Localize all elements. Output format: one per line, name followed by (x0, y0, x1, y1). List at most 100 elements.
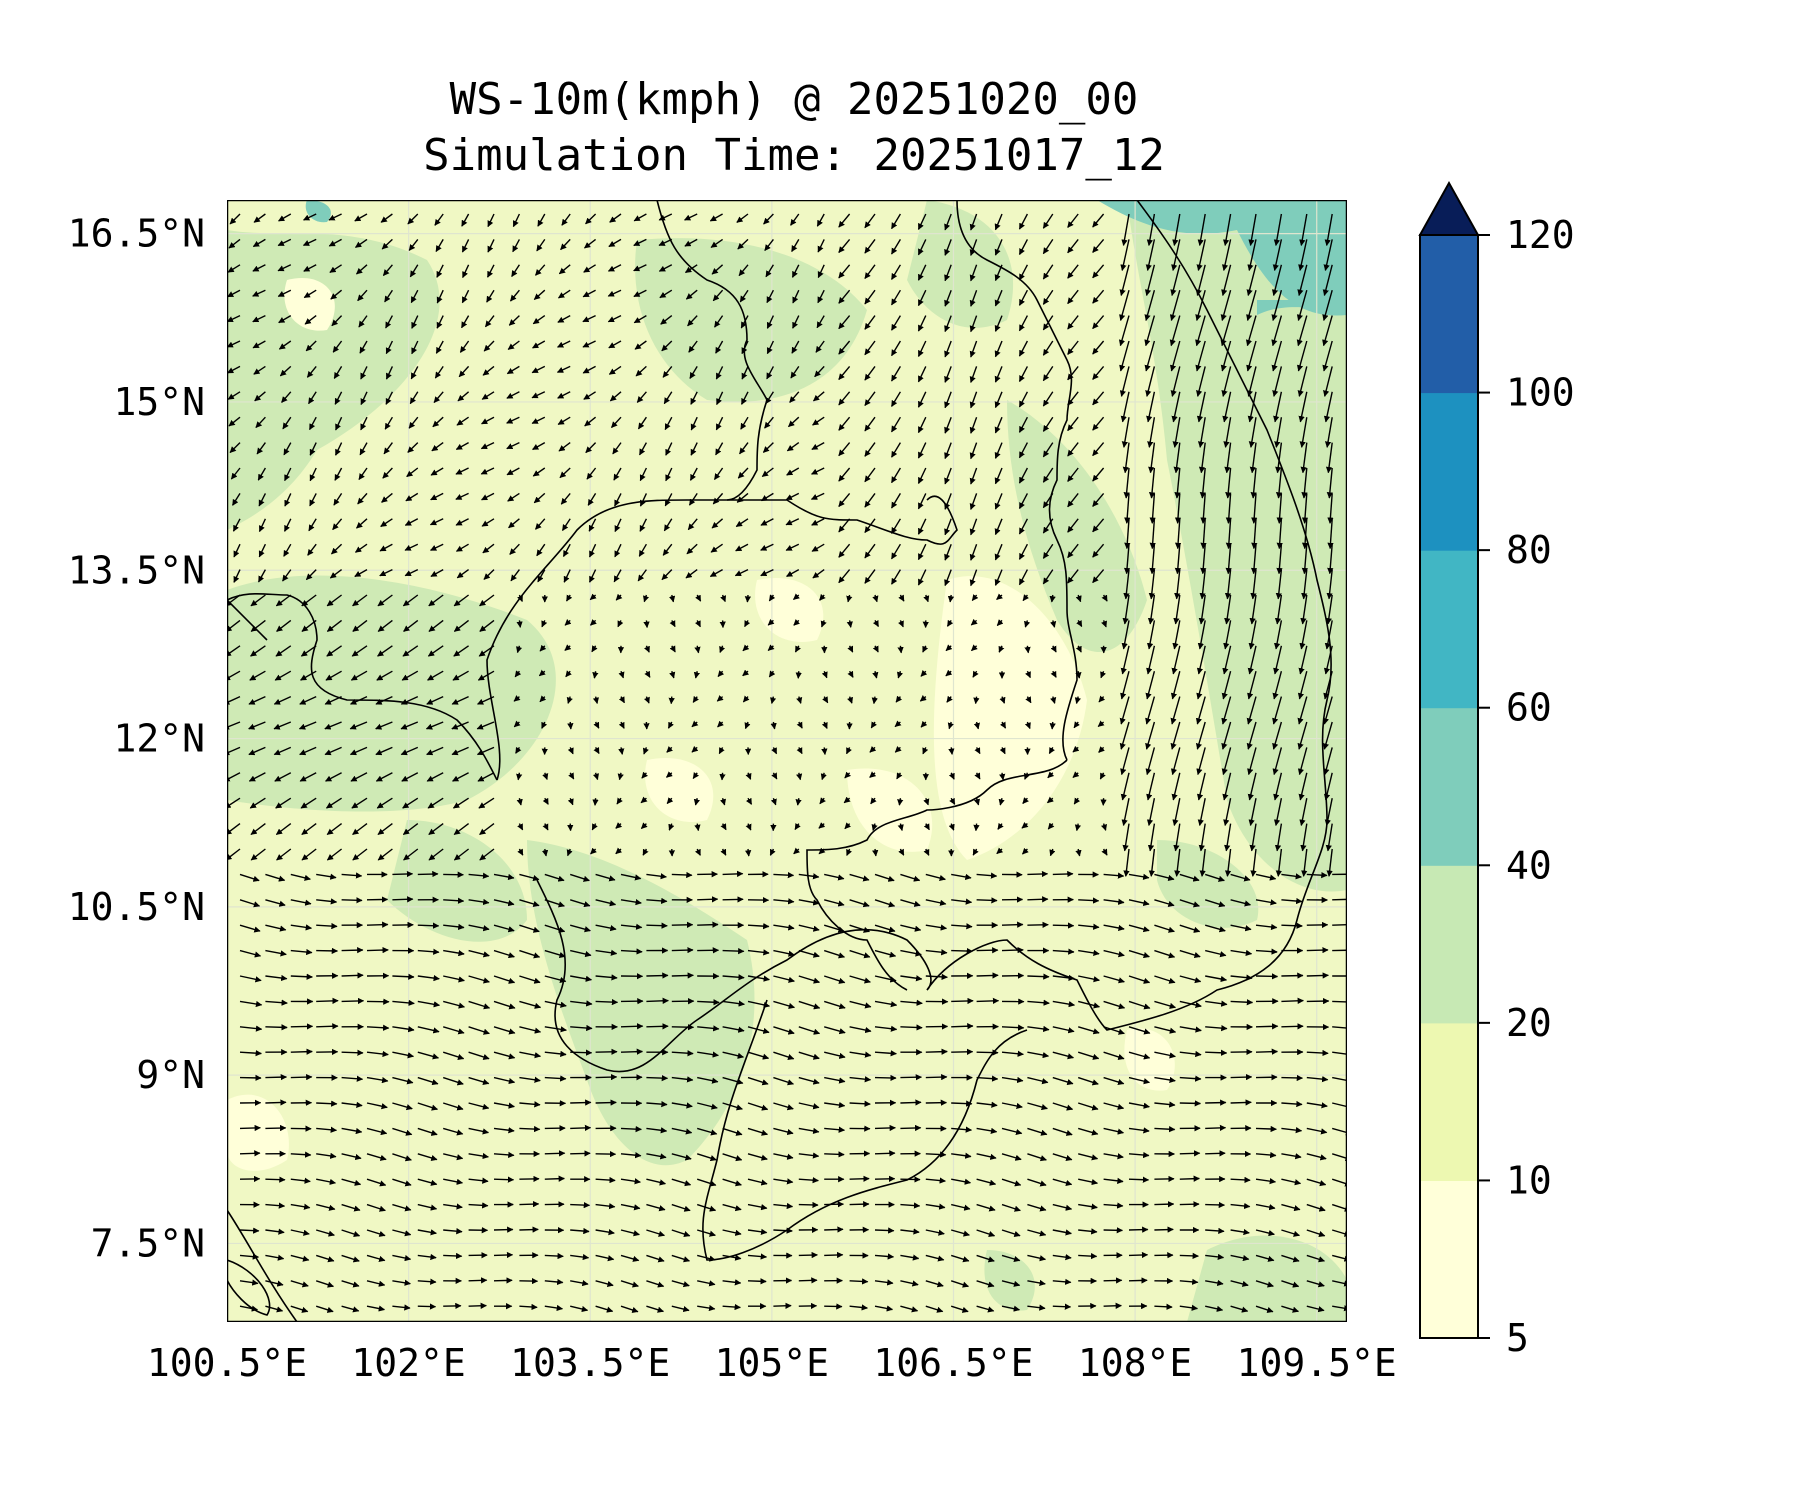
wind-arrow (1200, 493, 1207, 524)
wind-arrow (969, 391, 978, 409)
wind-arrow (614, 493, 622, 507)
wind-arrow (697, 921, 719, 928)
wind-arrow (790, 213, 800, 226)
wind-arrow (252, 340, 266, 349)
wind-arrow (1067, 315, 1079, 330)
wind-arrow (663, 518, 673, 532)
wind-arrow (358, 467, 368, 481)
wind-arrow (864, 467, 876, 483)
wind-arrow (1255, 1048, 1279, 1055)
wind-arrow (290, 1023, 314, 1030)
wind-arrow (1120, 391, 1130, 423)
colorbar: 5 10 20 40 60 80 100 120 (1418, 180, 1575, 1355)
wind-arrow (519, 1125, 541, 1133)
wind-arrow (227, 264, 241, 273)
wind-arrow (635, 365, 647, 377)
wind-arrow (334, 467, 343, 481)
wind-arrow (735, 518, 749, 528)
wind-arrow (1326, 467, 1333, 499)
wind-arrow (265, 1099, 287, 1106)
wind-arrow (917, 442, 927, 459)
wind-arrow (634, 340, 647, 350)
wind-arrow (636, 391, 647, 403)
title-line-2: Simulation Time: 20251017_12 (423, 130, 1165, 181)
wind-arrow (1092, 569, 1105, 584)
wind-arrow (711, 518, 724, 529)
wind-arrow (1145, 366, 1156, 397)
wind-arrow (1327, 518, 1334, 550)
wind-arrow (864, 365, 876, 381)
wind-arrow (1199, 569, 1206, 600)
wind-arrow (309, 467, 317, 482)
wind-arrow (455, 518, 469, 526)
wind-arrow (944, 315, 952, 333)
wind-arrow (994, 416, 1003, 434)
wind-arrow (430, 492, 444, 501)
wind-arrow (1251, 518, 1258, 550)
wind-arrow (544, 1252, 564, 1260)
wind-arrow (1323, 366, 1333, 397)
wind-arrow (897, 645, 904, 654)
wind-arrow (925, 1151, 947, 1158)
wind-arrow (1092, 442, 1105, 457)
colorbar-bin (1420, 865, 1478, 1024)
wind-arrow (428, 594, 444, 607)
wind-arrow (917, 416, 927, 434)
wind-arrow (1306, 946, 1329, 954)
wind-arrow (712, 289, 724, 302)
wind-arrow (969, 213, 978, 231)
wind-arrow (1092, 238, 1105, 253)
wind-arrow (838, 264, 851, 279)
wind-arrow (595, 1099, 617, 1106)
wind-arrow (1120, 239, 1130, 272)
wind-arrow (379, 543, 393, 552)
wind-arrow (384, 289, 393, 303)
wind-arrow (410, 289, 419, 304)
wind-arrow (1118, 315, 1130, 347)
wind-arrow (1170, 366, 1181, 397)
wind-arrow (762, 442, 774, 453)
wind-arrow (1174, 467, 1181, 499)
wind-arrow (335, 416, 343, 431)
wind-arrow (544, 1175, 565, 1182)
wind-arrow (316, 1100, 338, 1107)
wind-arrow (434, 213, 444, 226)
wind-arrow (1128, 1277, 1148, 1284)
colorbar-label: 40 (1506, 843, 1552, 887)
wind-arrow (330, 289, 343, 300)
wind-arrow (951, 1023, 974, 1030)
wind-arrow (436, 289, 444, 304)
wind-arrow (1067, 492, 1079, 508)
wind-arrow (1332, 949, 1347, 952)
wind-arrow (722, 896, 744, 903)
wind-arrow (639, 467, 648, 482)
wind-arrow (697, 896, 719, 903)
wind-arrow (1300, 442, 1308, 474)
wind-arrow (715, 366, 724, 380)
wind-arrow (1225, 467, 1232, 499)
wind-arrow (786, 442, 800, 452)
wind-arrow (228, 238, 241, 249)
wind-arrow (460, 315, 470, 329)
wind-arrow (1092, 289, 1105, 304)
wind-arrow (1171, 391, 1181, 423)
wind-arrow (788, 416, 800, 428)
wind-arrow (944, 569, 952, 587)
wind-arrow (258, 518, 267, 533)
wind-arrow (944, 442, 952, 460)
wind-arrow (736, 492, 749, 503)
wind-arrow (407, 213, 419, 225)
wind-arrow (507, 492, 520, 502)
wind-arrow (506, 416, 520, 424)
wind-arrow (481, 391, 495, 400)
wind-arrow (392, 973, 415, 980)
wind-arrow (1196, 391, 1206, 423)
wind-arrow (684, 213, 698, 221)
wind-arrow (944, 289, 952, 307)
wind-arrow (1301, 493, 1309, 524)
wind-arrow (357, 492, 368, 505)
wind-arrow (595, 1073, 618, 1081)
wind-arrow (1255, 973, 1279, 980)
wind-arrow (1255, 1074, 1278, 1081)
wind-arrow (392, 896, 414, 903)
